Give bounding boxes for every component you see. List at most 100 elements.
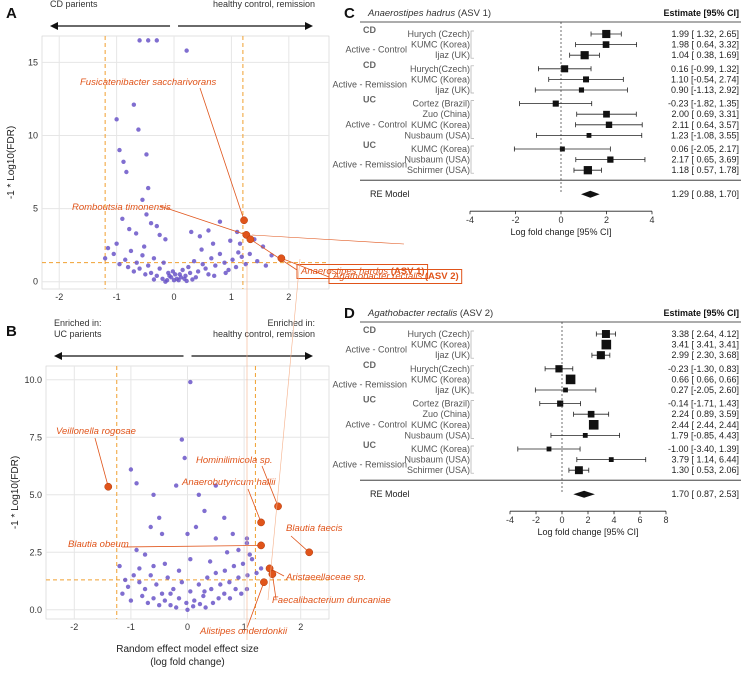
data-point (137, 266, 142, 271)
data-point (213, 536, 218, 541)
group-disease-label: UC (363, 395, 376, 405)
x-tick-label: 0 (559, 515, 564, 525)
annotation-label: Blautia faecis (286, 523, 343, 534)
estimate-square (583, 166, 592, 175)
estimate-text: -0.14 [-1.71, 1.43] (668, 399, 739, 409)
data-point (249, 557, 255, 562)
data-point (263, 263, 269, 268)
data-point (196, 492, 202, 497)
data-point (218, 582, 223, 587)
x-tick-label: -2 (511, 215, 519, 225)
enriched-left-group: UC parients (54, 329, 102, 339)
estimate-square (563, 387, 568, 393)
data-point (143, 272, 148, 277)
group-disease-label: CD (363, 325, 376, 335)
data-point (168, 603, 173, 608)
data-point (165, 575, 170, 580)
forest-title: Anaerostipes hadrus (ASV 1) (367, 8, 491, 19)
data-point (213, 263, 218, 268)
x-tick-label: -1 (127, 622, 135, 632)
x-tick-label: 0 (172, 292, 177, 302)
x-tick-label: -4 (466, 215, 474, 225)
annotation-label: Veillonella rogosae (56, 426, 136, 437)
data-point (185, 607, 190, 612)
data-point (141, 244, 147, 249)
y-tick-label: 0 (33, 277, 38, 287)
estimate-square (578, 87, 585, 93)
data-point (226, 267, 231, 273)
data-point (176, 568, 182, 573)
study-label: Zuo (China) (422, 109, 470, 119)
study-label: KUMC (Korea) (411, 444, 470, 454)
study-label: Nusbaum (USA) (404, 430, 470, 440)
data-point (236, 250, 241, 255)
data-point (162, 598, 168, 603)
annotation-leader (246, 582, 265, 629)
data-point (233, 264, 239, 270)
data-point (173, 483, 179, 488)
x-tick-label: 0 (558, 215, 563, 225)
annotation-label: Fusicatenibacter saccharivorans (80, 77, 216, 88)
data-point (230, 257, 235, 262)
group-disease-label: UC (363, 440, 376, 450)
data-point (184, 278, 189, 284)
data-point (222, 568, 228, 573)
group-contrast-label: Active - Control (345, 45, 407, 55)
annotation-label: Blautia obeum (68, 539, 129, 550)
x-axis-label: Random effect model effect size (116, 644, 259, 655)
estimate-text: 3.41 [ 3.41, 3.41] (671, 340, 739, 350)
group-disease-label: UC (363, 140, 376, 150)
data-point (217, 219, 223, 224)
re-model-diamond (581, 190, 600, 198)
data-point (114, 117, 119, 122)
data-point (128, 248, 134, 254)
data-point (145, 38, 151, 43)
data-point (160, 276, 165, 281)
estimate-text: -1.00 [-3.40, 1.39] (668, 444, 739, 454)
data-point (206, 272, 211, 277)
data-point (157, 266, 162, 271)
data-point (247, 552, 252, 557)
data-point (206, 228, 211, 233)
re-model-diamond (573, 490, 595, 498)
data-point (131, 573, 136, 578)
data-point (182, 455, 187, 461)
estimate-square (602, 29, 611, 39)
estimate-text: 0.66 [ 0.66, 0.66] (671, 374, 739, 384)
data-point (168, 591, 173, 596)
highlight-point (104, 482, 113, 491)
study-label: Zuo (China) (422, 409, 470, 419)
estimate-text: 2.11 [ 0.64, 3.57] (672, 120, 739, 130)
annotation-label: Alistipes onderdonkii (199, 626, 288, 637)
volcano-plot-B: -2 -1 0 1 2 0.0 2.5 5.0 7.5 10.0 -1 * Log10(FDR) En… (10, 318, 391, 668)
forest-title: Agathobacter rectalis (ASV 2) (367, 308, 493, 319)
annotation-label: Romboutsia timonensis (72, 202, 171, 213)
estimate-square (605, 121, 613, 128)
y-axis-label: -1 * Log10(FDR) (10, 456, 21, 529)
data-point (180, 267, 185, 273)
data-point (134, 481, 139, 486)
data-point (117, 261, 122, 267)
estimate-text: 1.79 [-0.85, 4.43] (671, 430, 739, 440)
data-point (247, 251, 252, 257)
data-point (124, 169, 129, 175)
data-point (240, 561, 246, 566)
study-label: Ijaz (UK) (435, 50, 470, 60)
estimate-text: 2.00 [ 0.69, 3.31] (671, 109, 739, 119)
data-point (233, 586, 238, 592)
x-tick-label: 0 (185, 622, 190, 632)
estimate-text: 0.16 [-0.99, 1.32] (671, 64, 739, 74)
enriched-right-group: healthy control, remission (213, 0, 315, 9)
study-label: Hurych(Czech) (410, 64, 470, 74)
study-label: KUMC (Korea) (411, 40, 470, 50)
estimate-text: 3.38 [ 2.64, 4.12] (671, 329, 739, 339)
annotation-label: Hominilimicola sp. (196, 455, 273, 466)
study-label: Hurych(Czech) (410, 364, 470, 374)
data-point (157, 603, 162, 608)
data-point (125, 264, 131, 270)
data-point (203, 266, 208, 271)
highlight-point (240, 216, 248, 225)
estimate-square (546, 446, 552, 452)
data-point (159, 531, 165, 537)
y-tick-label: 7.5 (29, 432, 42, 442)
